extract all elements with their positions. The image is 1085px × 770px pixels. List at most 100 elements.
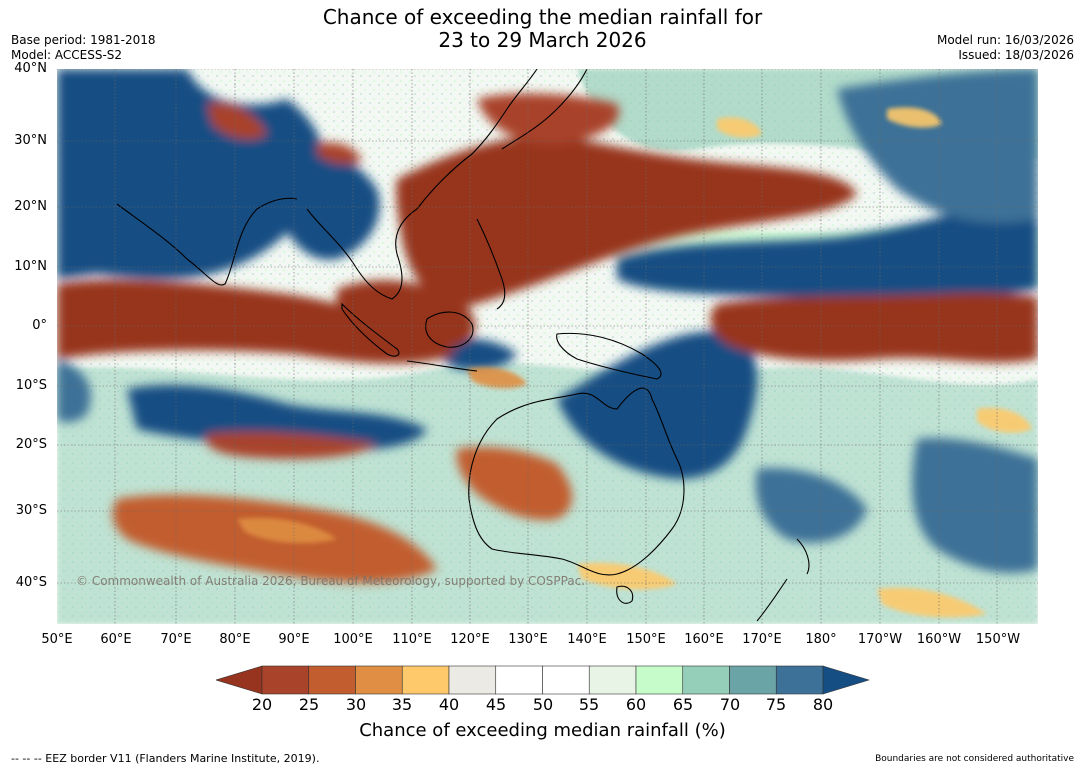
new-guinea-coastline — [556, 332, 662, 380]
lon-label-180: 180° — [805, 632, 837, 647]
probability-field-accents — [237, 107, 1032, 618]
colorbar-tick-25: 25 — [298, 695, 320, 714]
java-coastline — [406, 360, 478, 372]
colorbar-tick-80: 80 — [812, 695, 834, 714]
map-title-line1: Chance of exceeding the median rainfall … — [322, 5, 763, 29]
lon-label-130e: 130°E — [508, 632, 548, 647]
lat-label-30s: 30°S — [15, 503, 47, 518]
boundaries-disclaimer: Boundaries are not considered authoritat… — [875, 754, 1074, 764]
dry-region-tibet — [317, 142, 362, 165]
rainfall-probability-map — [57, 69, 1038, 624]
colorbar-tick-45: 45 — [485, 695, 507, 714]
colorbar-segment — [261, 665, 310, 695]
map-title-line2: 23 to 29 March 2026 — [438, 28, 647, 52]
lon-label-70e: 70°E — [160, 632, 192, 647]
probability-field-strong — [57, 69, 1038, 583]
dry-region-australia-west — [456, 447, 572, 520]
colorbar-low-extension — [216, 665, 263, 695]
lat-label-10s: 10°S — [15, 378, 47, 393]
japan-coastline — [501, 69, 588, 150]
wet-region-tasman — [755, 468, 867, 543]
colorbar — [216, 665, 870, 695]
colorbar-segment — [775, 665, 824, 695]
colorbar-tick-30: 30 — [345, 695, 367, 714]
issued-text: Issued: 18/03/2026 — [958, 48, 1074, 62]
lon-label-90e: 90°E — [278, 632, 310, 647]
dry-region-equatorial-indian-ocean — [57, 279, 457, 364]
wet-region-north-pacific-band — [617, 189, 1038, 300]
sumatra-coastline — [341, 302, 400, 357]
coastlines — [116, 69, 810, 622]
colorbar-segments — [216, 665, 870, 695]
colorbar-segment — [588, 665, 637, 695]
moderate-dry-accents — [237, 367, 527, 544]
lat-label-30n: 30°N — [14, 133, 47, 148]
lat-label-40s: 40°S — [15, 575, 47, 590]
colorbar-high-extension — [822, 665, 870, 695]
colorbar-tick-70: 70 — [719, 695, 741, 714]
colorbar-segment — [448, 665, 497, 695]
lat-label-0: 0° — [32, 318, 47, 333]
lon-label-110e: 110°E — [392, 632, 432, 647]
lon-label-60e: 60°E — [100, 632, 132, 647]
colorbar-segment — [635, 665, 684, 695]
lat-label-20s: 20°S — [15, 437, 47, 452]
dry-region-south-indian-ocean-narrow — [206, 432, 377, 459]
wet-region-north-pacific-east — [837, 69, 1038, 223]
mild-dry-accents — [577, 107, 1032, 618]
australia-coastline — [468, 387, 685, 576]
china-coastline — [416, 69, 538, 210]
dry-region-central-pacific — [710, 292, 1038, 363]
colorbar-segment — [495, 665, 543, 695]
colorbar-tick-75: 75 — [765, 695, 787, 714]
colorbar-label: Chance of exceeding median rainfall (%) — [359, 720, 726, 741]
colorbar-segment — [542, 665, 590, 695]
colorbar-tick-50: 50 — [532, 695, 554, 714]
colorbar-segment — [308, 665, 356, 695]
base-period-text: Base period: 1981-2018 — [11, 33, 156, 47]
lon-label-150e: 150°E — [626, 632, 666, 647]
lon-label-140e: 140°E — [567, 632, 607, 647]
lat-label-10n: 10°N — [14, 259, 47, 274]
lon-label-160w: 160°W — [916, 632, 962, 647]
dry-region-south-china-sea — [336, 280, 476, 350]
colorbar-tick-60: 60 — [625, 695, 647, 714]
lat-label-40n: 40°N — [14, 61, 47, 76]
eez-border-note: -- -- -- EEZ border V11 (Flanders Marine… — [11, 752, 320, 765]
meta-right: Model run: 16/03/2026 Issued: 18/03/2026 — [937, 33, 1074, 63]
copyright-notice: © Commonwealth of Australia 2026, Bureau… — [76, 574, 586, 588]
colorbar-tick-55: 55 — [578, 695, 600, 714]
dry-region-persian-gulf — [207, 103, 267, 140]
india-coastline — [116, 197, 298, 286]
colorbar-tick-40: 40 — [438, 695, 460, 714]
wet-region-coral-sea — [557, 331, 757, 479]
wet-region-east-pacific — [912, 438, 1038, 573]
wet-region-bay-of-bengal — [275, 146, 380, 260]
new-zealand-coastline — [756, 538, 810, 622]
graticule — [57, 69, 1038, 624]
colorbar-segment — [401, 665, 450, 695]
colorbar-segment — [355, 665, 403, 695]
lon-label-80e: 80°E — [219, 632, 251, 647]
colorbar-segment — [682, 665, 730, 695]
colorbar-tick-35: 35 — [391, 695, 413, 714]
dry-region-philippines-sea — [396, 136, 857, 309]
lat-label-20n: 20°N — [14, 199, 47, 214]
philippines-coastline — [476, 218, 506, 310]
lon-label-170w: 170°W — [857, 632, 903, 647]
meta-left: Base period: 1981-2018 Model: ACCESS-S2 — [11, 33, 156, 63]
colorbar-tick-65: 65 — [672, 695, 694, 714]
lon-label-120e: 120°E — [450, 632, 490, 647]
model-run-text: Model run: 16/03/2026 — [936, 33, 1074, 47]
wet-region-indian-ocean-south — [127, 384, 427, 451]
borneo-coastline — [425, 311, 474, 348]
model-text: Model: ACCESS-S2 — [11, 48, 123, 62]
tasmania-coastline — [616, 585, 634, 604]
wet-region-west-indian-ocean — [57, 359, 91, 423]
lon-label-150w: 150°W — [975, 632, 1021, 647]
lon-label-100e: 100°E — [333, 632, 373, 647]
colorbar-segment — [729, 665, 777, 695]
lon-label-170e: 170°E — [742, 632, 782, 647]
lon-label-160e: 160°E — [684, 632, 724, 647]
dry-region-china — [477, 93, 619, 144]
